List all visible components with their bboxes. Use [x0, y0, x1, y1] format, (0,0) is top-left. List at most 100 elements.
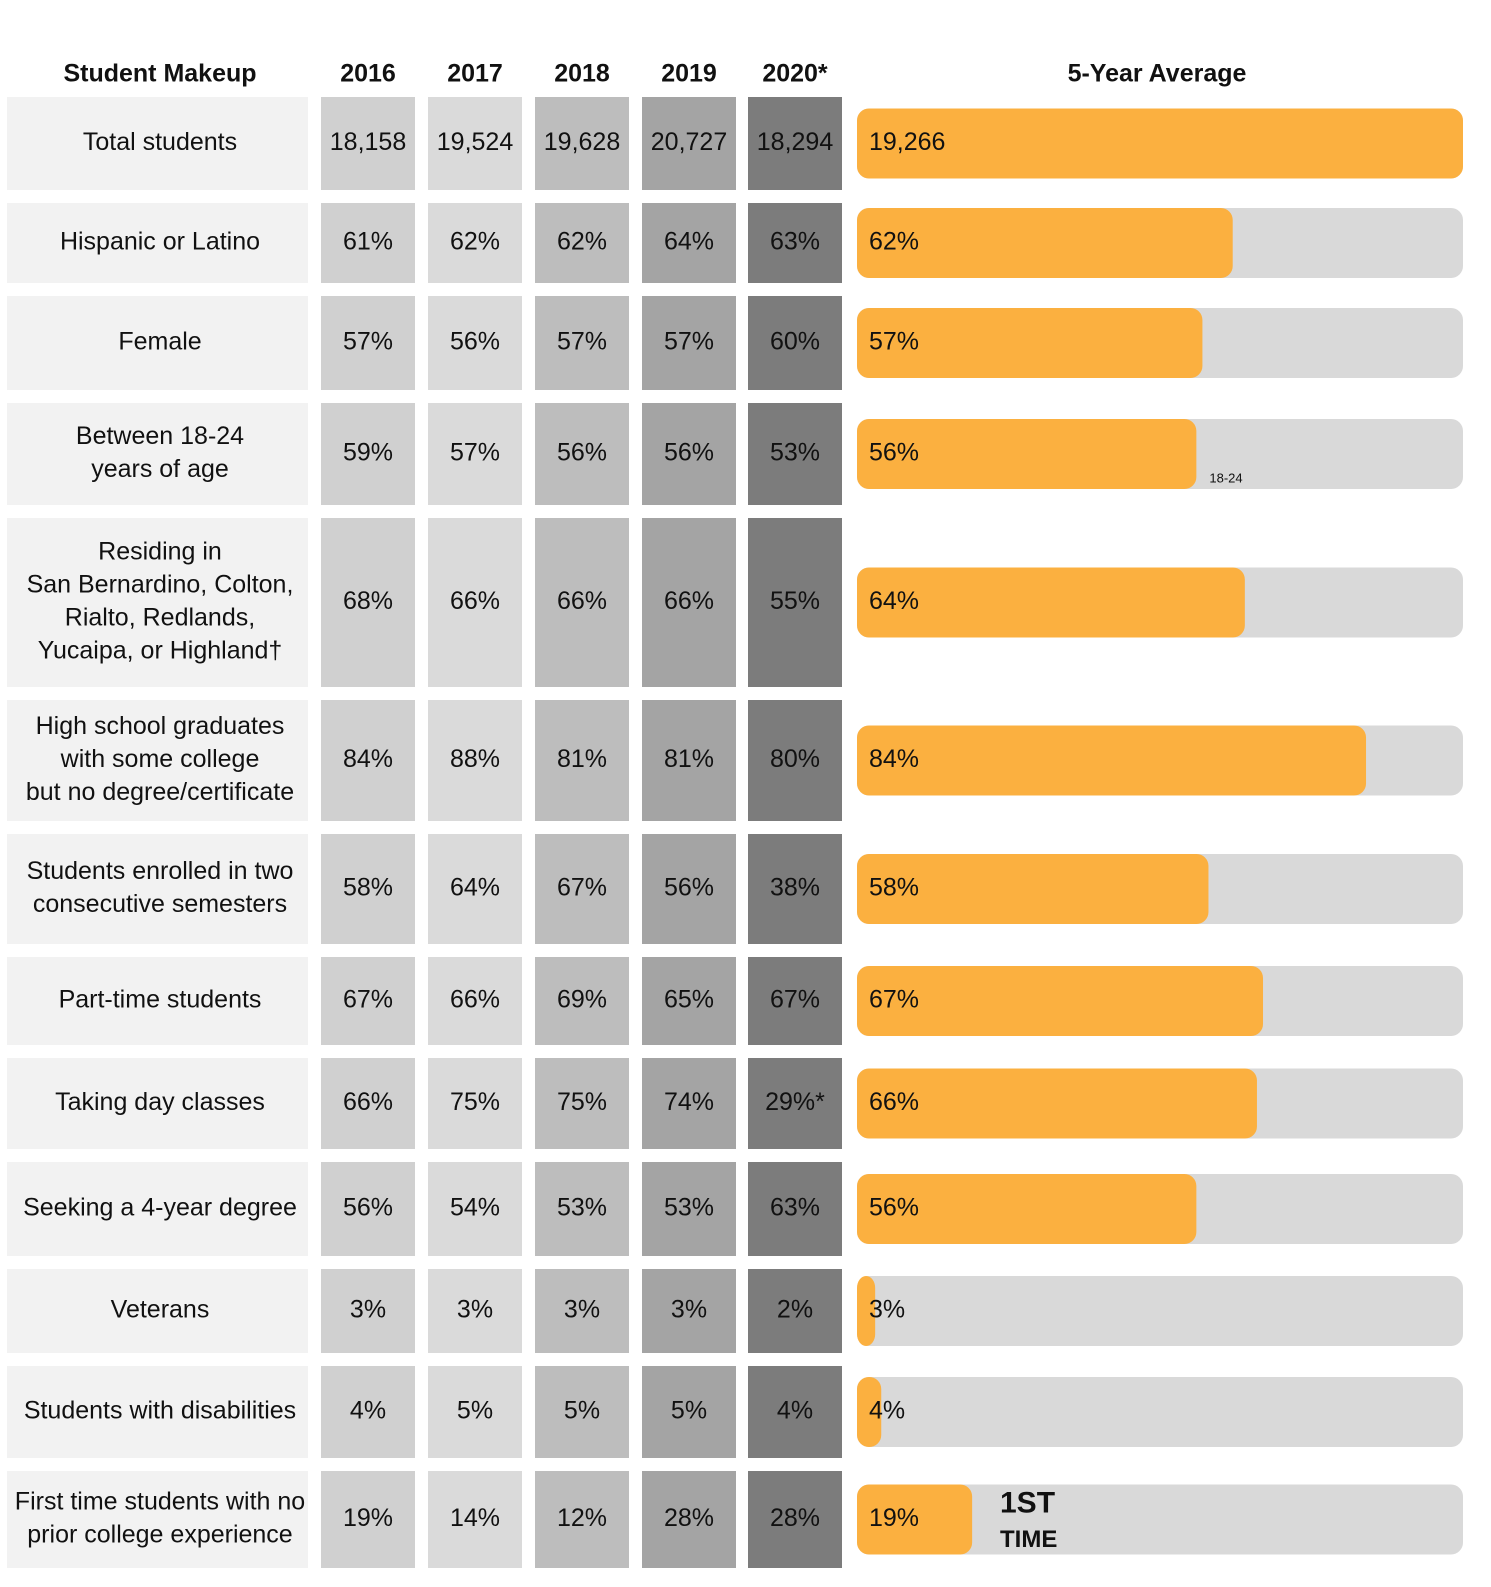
row-label: consecutive semesters — [33, 890, 287, 918]
year-value: 18,158 — [330, 128, 406, 156]
year-value: 38% — [770, 874, 820, 902]
year-cell — [748, 1471, 842, 1568]
average-label: 66% — [869, 1088, 919, 1116]
bar — [857, 725, 1367, 796]
year-cell — [321, 834, 415, 944]
year-cell — [748, 1366, 842, 1458]
bar — [857, 854, 1209, 924]
year-value: 57% — [450, 439, 500, 467]
year-value: 29%* — [765, 1088, 825, 1116]
average-label: 62% — [869, 228, 919, 256]
year-value: 20,727 — [651, 128, 727, 156]
label-cell — [7, 203, 308, 283]
row-label: Female — [118, 328, 201, 356]
row-label: Veterans — [111, 1296, 210, 1324]
year-cell — [321, 700, 415, 821]
year-cell — [321, 957, 415, 1045]
year-cell — [428, 834, 522, 944]
bar-track — [857, 1484, 1463, 1555]
year-cell — [748, 296, 842, 390]
row-label: Students enrolled in two — [27, 857, 294, 885]
year-value: 66% — [450, 986, 500, 1014]
header-year: 2016 — [340, 60, 396, 88]
year-cell — [535, 1269, 629, 1353]
bar-track — [857, 1276, 1463, 1346]
year-cell — [642, 1058, 736, 1149]
year-cell — [321, 1471, 415, 1568]
year-value: 2% — [777, 1296, 813, 1324]
year-value: 14% — [450, 1504, 500, 1532]
year-value: 64% — [664, 228, 714, 256]
bar — [857, 966, 1264, 1036]
average-label: 64% — [869, 587, 919, 615]
row-label: with some college — [60, 745, 260, 773]
year-cell — [748, 97, 842, 190]
bar — [857, 1068, 1257, 1139]
year-value: 57% — [664, 328, 714, 356]
bar — [857, 208, 1233, 278]
year-value: 62% — [557, 228, 607, 256]
year-cell — [748, 518, 842, 687]
year-value: 56% — [343, 1194, 393, 1222]
year-value: 75% — [557, 1088, 607, 1116]
year-cell — [428, 1471, 522, 1568]
year-cell — [535, 1162, 629, 1256]
year-value: 57% — [557, 328, 607, 356]
year-cell — [428, 1366, 522, 1458]
row-label: Seeking a 4-year degree — [23, 1194, 297, 1222]
label-cell — [7, 403, 308, 505]
year-cell — [321, 296, 415, 390]
header-year: 2017 — [447, 60, 503, 88]
row-label: Students with disabilities — [24, 1397, 296, 1425]
label-cell — [7, 1058, 308, 1149]
average-label: 19,266 — [869, 128, 945, 156]
year-value: 18,294 — [757, 128, 834, 156]
year-cell — [642, 957, 736, 1045]
year-value: 66% — [664, 587, 714, 615]
row-label: Residing in — [98, 538, 222, 566]
average-label: 4% — [869, 1397, 905, 1425]
year-cell — [535, 518, 629, 687]
row-label: Taking day classes — [55, 1088, 265, 1116]
icon-text: 18-24 — [1209, 470, 1242, 485]
year-cell — [535, 957, 629, 1045]
year-cell — [748, 203, 842, 283]
year-value: 62% — [450, 228, 500, 256]
row-label: Between 18-24 — [76, 422, 244, 450]
year-cell — [428, 1269, 522, 1353]
year-cell — [748, 834, 842, 944]
year-value: 5% — [457, 1397, 493, 1425]
year-cell — [428, 957, 522, 1045]
label-cell — [7, 1471, 308, 1568]
average-label: 3% — [869, 1296, 905, 1324]
year-cell — [428, 296, 522, 390]
year-cell — [428, 1058, 522, 1149]
label-cell — [7, 296, 308, 390]
bar-track — [857, 1377, 1463, 1447]
average-label: 19% — [869, 1504, 919, 1532]
row-label: First time students with no — [15, 1488, 305, 1516]
year-cell — [748, 957, 842, 1045]
year-cell — [321, 518, 415, 687]
row-label: Rialto, Redlands, — [65, 604, 255, 632]
year-value: 63% — [770, 1194, 820, 1222]
year-cell — [748, 700, 842, 821]
year-cell — [642, 296, 736, 390]
label-cell — [7, 834, 308, 944]
year-cell — [642, 700, 736, 821]
year-value: 84% — [343, 745, 393, 773]
label-cell — [7, 1269, 308, 1353]
year-value: 56% — [450, 328, 500, 356]
year-cell — [748, 1058, 842, 1149]
average-label: 56% — [869, 1194, 919, 1222]
year-cell — [748, 1269, 842, 1353]
year-value: 4% — [350, 1397, 386, 1425]
year-value: 53% — [557, 1194, 607, 1222]
year-value: 74% — [664, 1088, 714, 1116]
year-cell — [535, 296, 629, 390]
year-cell — [428, 97, 522, 190]
year-cell — [321, 203, 415, 283]
year-value: 56% — [557, 439, 607, 467]
year-cell — [535, 1471, 629, 1568]
year-value: 5% — [671, 1397, 707, 1425]
